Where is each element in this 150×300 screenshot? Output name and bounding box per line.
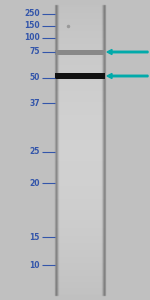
FancyArrow shape — [107, 74, 148, 79]
Text: 20: 20 — [30, 178, 40, 188]
Text: 150: 150 — [24, 22, 40, 31]
FancyArrow shape — [107, 50, 148, 55]
Bar — [55, 73, 105, 79]
Text: 50: 50 — [30, 74, 40, 82]
Text: 37: 37 — [29, 98, 40, 107]
Text: 15: 15 — [30, 232, 40, 242]
Bar — [55, 50, 105, 55]
Text: 100: 100 — [24, 34, 40, 43]
Text: 75: 75 — [30, 47, 40, 56]
Text: 10: 10 — [30, 260, 40, 269]
Text: 25: 25 — [30, 148, 40, 157]
Text: 250: 250 — [24, 10, 40, 19]
